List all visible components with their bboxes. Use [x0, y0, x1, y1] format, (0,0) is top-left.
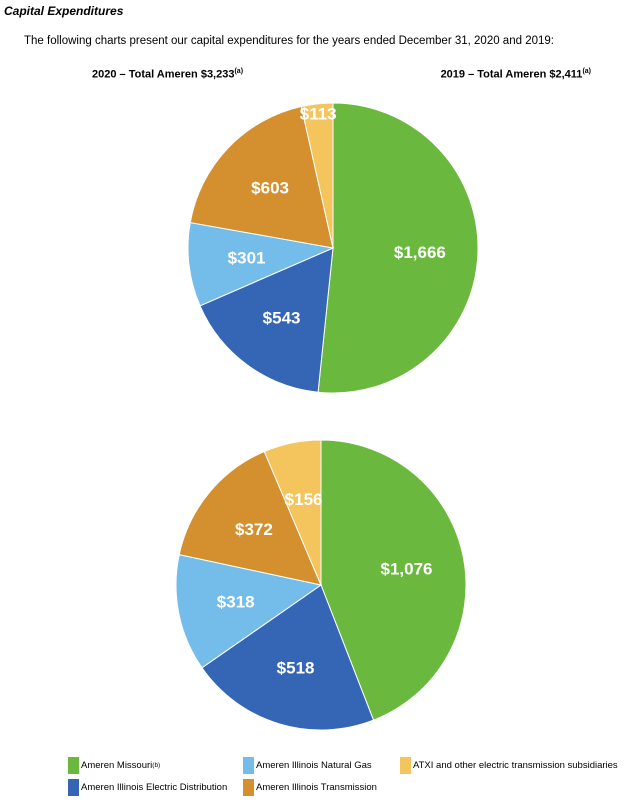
- data-label-ameren-missouri: $1,076: [381, 560, 433, 579]
- pie-slice-ameren-missouri: [320, 439, 467, 721]
- pie-slice-ameren-illinois-natural-gas: [175, 554, 323, 669]
- legend-swatch: [243, 779, 254, 796]
- heading-2019-note: (a): [582, 68, 591, 75]
- pie-slice-ameren-missouri: [317, 102, 479, 394]
- heading-2019: 2019 – Total Ameren $2,411(a): [441, 68, 591, 81]
- heading-2019-text: 2019 – Total Ameren $2,411: [440, 68, 583, 81]
- legend-note: (b): [152, 762, 161, 769]
- data-label-atxi: $113: [300, 105, 337, 124]
- data-label-ameren-illinois-natural-gas: $318: [217, 593, 255, 612]
- heading-2020: 2020 – Total Ameren $3,233(a): [92, 68, 243, 81]
- legend-swatch: [68, 779, 79, 796]
- data-label-ameren-illinois-transmission: $372: [235, 520, 273, 539]
- legend: Ameren Missouri (b) Ameren Illinois Natur…: [0, 754, 635, 799]
- heading-2020-text: 2020 – Total Ameren $3,233: [92, 68, 235, 81]
- pie-slice-ameren-illinois-electric-distribution: [199, 247, 334, 393]
- pie-chart-2019: $1,076 $518 $318 $372 $156: [175, 439, 467, 730]
- legend-label: Ameren Illinois Transmission: [256, 782, 377, 793]
- legend-label: Ameren Missouri: [81, 760, 153, 771]
- data-label-ameren-illinois-natural-gas: $301: [228, 249, 266, 268]
- section-title: Capital Expenditures: [4, 4, 124, 18]
- pie-slice-atxi: [300, 102, 334, 249]
- intro-text: The following charts present our capital…: [24, 35, 554, 47]
- legend-item-ameren-illinois-electric-distribution: Ameren Illinois Electric Distribution: [68, 779, 227, 796]
- pie-slice-ameren-illinois-natural-gas: [187, 221, 335, 307]
- legend-swatch: [243, 757, 254, 774]
- legend-item-ameren-illinois-natural-gas: Ameren Illinois Natural Gas: [243, 757, 372, 774]
- data-label-atxi: $156: [285, 490, 323, 509]
- pie-slice-atxi: [263, 439, 322, 586]
- legend-label: Ameren Illinois Electric Distribution: [81, 782, 228, 793]
- legend-label: Ameren Illinois Natural Gas: [256, 760, 372, 771]
- legend-item-ameren-missouri: Ameren Missouri (b): [68, 757, 160, 774]
- legend-label: ATXI and other electric transmission sub…: [413, 760, 618, 771]
- pie-slice-ameren-illinois-transmission: [178, 450, 322, 586]
- heading-2020-note: (a): [234, 68, 244, 75]
- pie-slice-ameren-illinois-electric-distribution: [201, 584, 375, 730]
- data-label-ameren-missouri: $1,666: [394, 243, 446, 262]
- data-label-ameren-illinois-electric-distribution: $518: [277, 659, 315, 678]
- legend-item-ameren-illinois-transmission: Ameren Illinois Transmission: [243, 779, 377, 796]
- data-label-ameren-illinois-electric-distribution: $543: [263, 309, 301, 328]
- pie-chart-2020: $1,666 $543 $301 $603 $113: [187, 102, 479, 394]
- legend-swatch: [68, 757, 79, 774]
- pie-slice-ameren-illinois-transmission: [189, 105, 334, 249]
- legend-item-atxi: ATXI and other electric transmission sub…: [400, 757, 618, 774]
- data-label-ameren-illinois-transmission: $603: [251, 178, 289, 197]
- legend-swatch: [400, 757, 411, 774]
